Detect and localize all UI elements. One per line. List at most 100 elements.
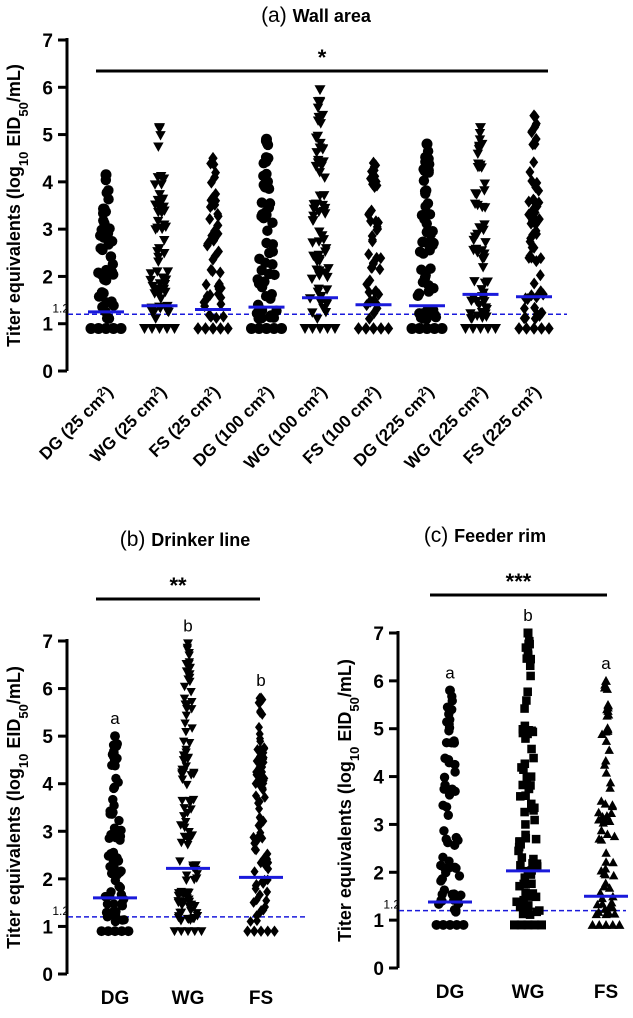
data-point: [307, 238, 318, 248]
data-point: [110, 910, 121, 921]
data-point: [216, 298, 226, 311]
data-point: [176, 908, 187, 918]
significance-label: *: [318, 45, 327, 70]
data-point: [523, 628, 533, 638]
data-point: [249, 897, 258, 908]
y-tick-label: 0: [42, 362, 53, 383]
data-point: [179, 812, 189, 821]
data-point: [160, 222, 172, 233]
data-point: [270, 925, 279, 937]
series-DG: [431, 685, 469, 930]
data-point: [420, 185, 432, 196]
data-point: [263, 152, 274, 164]
data-point: [253, 278, 265, 289]
data-point: [313, 237, 325, 247]
data-point: [594, 815, 604, 824]
data-point: [530, 803, 539, 813]
data-point: [368, 257, 378, 270]
detection-limit-label: 1.2: [52, 301, 69, 315]
y-tick-label: 3: [42, 822, 53, 843]
data-point: [531, 133, 541, 146]
data-point: [523, 648, 533, 657]
significance-label: **: [169, 573, 187, 598]
series-DG (25 cm2): [85, 169, 127, 334]
data-point: [521, 791, 530, 801]
data-point: [597, 893, 607, 903]
data-point: [259, 815, 268, 827]
data-point: [267, 239, 279, 250]
data-point: [521, 322, 532, 335]
data-point: [185, 677, 195, 687]
data-point: [312, 103, 324, 114]
data-point: [599, 760, 610, 769]
data-point: [516, 861, 525, 870]
data-point: [255, 728, 264, 740]
data-point: [159, 206, 170, 216]
data-point: [183, 927, 193, 937]
data-point: [521, 734, 530, 743]
data-point: [189, 927, 200, 937]
y-tick-label: 6: [42, 78, 53, 99]
data-point: [182, 643, 193, 653]
data-point: [424, 209, 436, 220]
data-point: [412, 290, 424, 302]
data-point: [187, 697, 197, 707]
data-point: [322, 324, 333, 334]
data-point: [458, 919, 469, 930]
data-point: [417, 313, 429, 324]
data-point: [365, 274, 375, 287]
data-point: [515, 838, 524, 847]
data-point: [109, 899, 119, 909]
data-point: [519, 895, 528, 905]
data-point: [255, 889, 264, 901]
data-point: [446, 704, 457, 715]
data-point: [313, 155, 324, 166]
data-point: [526, 772, 536, 781]
data-point: [366, 172, 376, 185]
data-point: [208, 253, 218, 266]
data-point: [213, 207, 223, 220]
data-point: [254, 820, 263, 831]
data-point: [475, 324, 486, 334]
data-point: [103, 313, 115, 324]
data-point: [161, 324, 173, 334]
data-point: [107, 760, 117, 770]
data-point: [602, 829, 613, 839]
data-point: [529, 322, 539, 335]
data-point: [524, 195, 534, 208]
data-point: [162, 306, 173, 317]
data-point: [179, 823, 190, 833]
group-letter: a: [601, 654, 611, 673]
data-point: [260, 743, 269, 755]
data-point: [425, 263, 436, 274]
data-point: [183, 639, 193, 649]
data-point: [614, 919, 625, 929]
data-point: [312, 314, 323, 324]
data-point: [260, 207, 271, 218]
data-point: [213, 219, 223, 232]
data-point: [481, 312, 492, 322]
data-point: [444, 726, 454, 736]
series-FS (25 cm2): [193, 151, 233, 335]
data-point: [183, 841, 193, 850]
data-point: [602, 723, 613, 732]
data-point: [201, 278, 211, 291]
data-point: [173, 898, 184, 908]
data-point: [416, 210, 428, 221]
x-tick-label: DG: [101, 988, 130, 1009]
data-point: [525, 636, 534, 646]
data-point: [601, 756, 611, 765]
data-point: [596, 825, 607, 835]
data-point: [596, 835, 607, 844]
y-tick-label: 4: [42, 173, 53, 194]
data-point: [465, 314, 477, 324]
data-point: [372, 217, 382, 230]
data-point: [146, 324, 158, 334]
data-point: [364, 312, 374, 325]
group-letter: a: [110, 709, 120, 728]
y-axis-label: Titer equivalents (log10 EID50/mL): [4, 666, 31, 949]
data-point: [519, 765, 528, 774]
data-point: [114, 815, 124, 826]
data-point: [251, 778, 260, 790]
data-point: [211, 194, 221, 207]
